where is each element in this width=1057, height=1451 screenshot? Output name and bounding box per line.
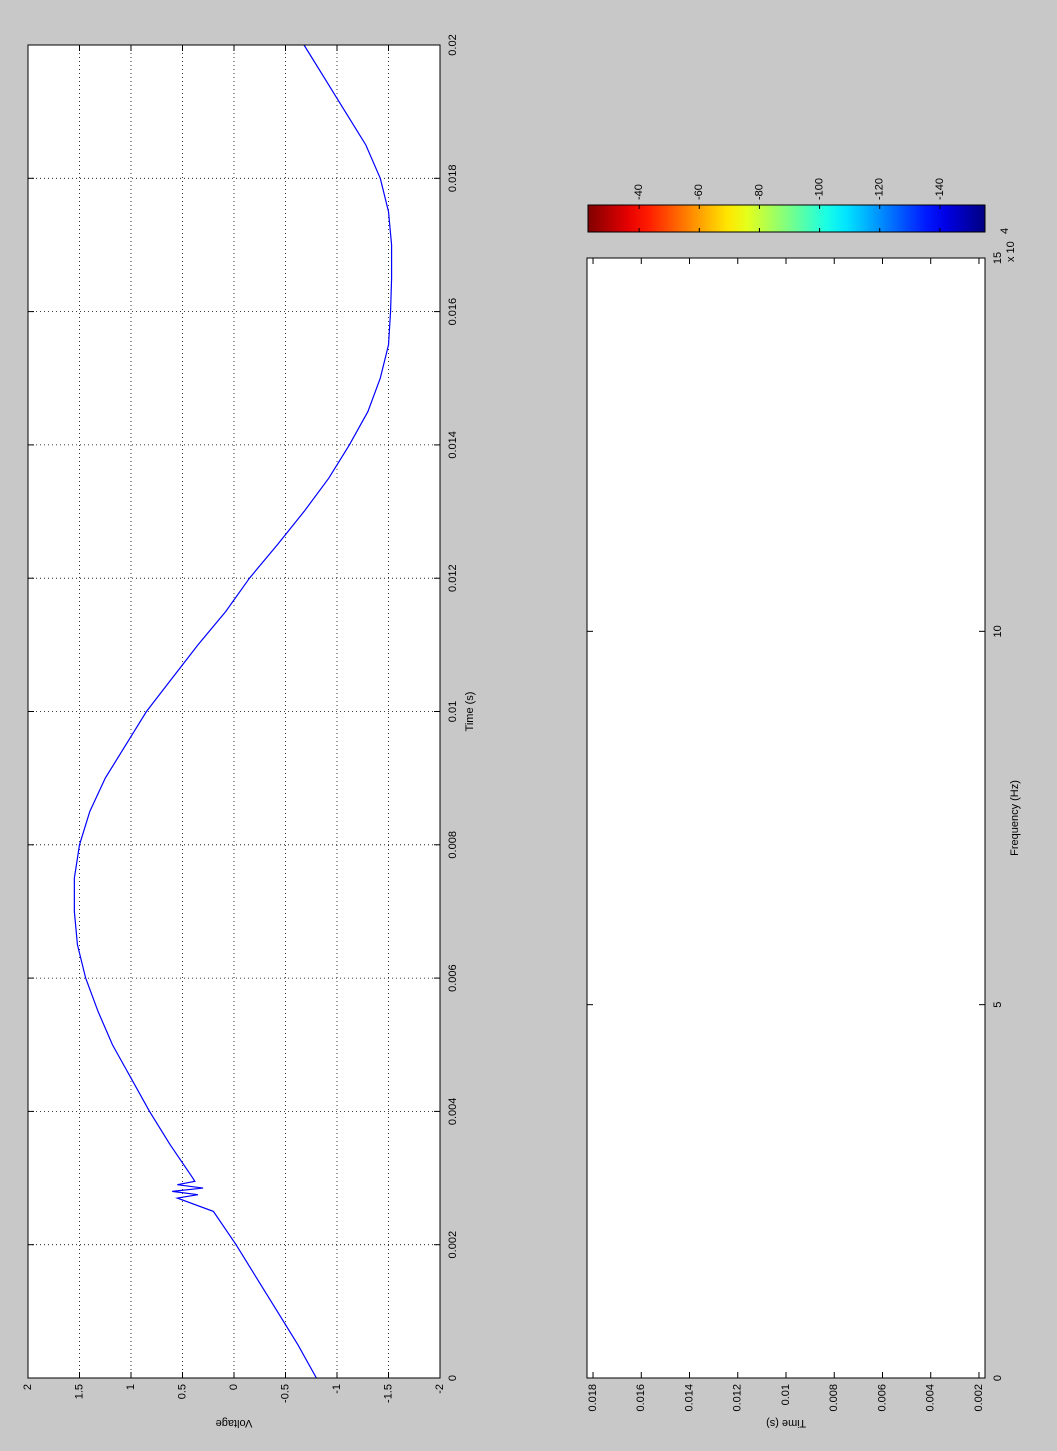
- x-multiplier: x 10: [1005, 241, 1017, 262]
- y-tick-label: 0.018: [587, 1384, 599, 1412]
- colorbar-tick-label: -100: [813, 178, 825, 200]
- rotated-figure: 00.0020.0040.0060.0080.010.0120.0140.016…: [22, 34, 1021, 1429]
- y-tick-label: 0.004: [925, 1384, 937, 1412]
- y-tick-label: -0.5: [279, 1384, 291, 1403]
- plot-area: [28, 45, 440, 1378]
- y-tick-label: -1.5: [382, 1384, 394, 1403]
- colorbar-tick-label: -60: [693, 184, 705, 200]
- x-tick-label: 0.016: [447, 298, 459, 326]
- colorbar-tick-label: -140: [934, 178, 946, 200]
- x-tick-label: 0: [447, 1375, 459, 1381]
- x-tick-label: 5: [992, 1002, 1004, 1008]
- y-axis-label: Time (s): [766, 1417, 806, 1429]
- x-tick-label: 0: [992, 1375, 1004, 1381]
- plot-area: [587, 258, 985, 1378]
- colorbar-tick-label: -120: [874, 178, 886, 200]
- y-tick-label: 0.002: [973, 1384, 985, 1412]
- y-tick-label: -2: [434, 1384, 446, 1394]
- plot-frame: [27, 44, 441, 1379]
- y-tick-label: 0.006: [876, 1384, 888, 1412]
- y-tick-label: 0.5: [176, 1384, 188, 1399]
- y-tick-label: 1.5: [73, 1384, 85, 1399]
- x-tick-label: 0.004: [447, 1098, 459, 1126]
- x-multiplier-exp: 4: [999, 228, 1011, 234]
- y-tick-label: 0.016: [635, 1384, 647, 1412]
- y-tick-label: 2: [22, 1384, 34, 1390]
- colorbar: [587, 204, 986, 233]
- y-tick-label: 0.012: [732, 1384, 744, 1412]
- x-axis-label: Time (s): [464, 692, 476, 732]
- plot-frame: [586, 257, 986, 1379]
- x-tick-label: 0.002: [447, 1231, 459, 1259]
- x-tick-label: 0.008: [447, 831, 459, 859]
- y-tick-label: 0.014: [683, 1384, 695, 1412]
- x-tick-label: 0.006: [447, 964, 459, 992]
- x-tick-label: 0.01: [447, 701, 459, 722]
- x-tick-label: 0.018: [447, 165, 459, 193]
- colorbar-tick-label: -40: [633, 184, 645, 200]
- x-tick-label: 0.02: [447, 34, 459, 55]
- y-tick-label: -1: [331, 1384, 343, 1394]
- y-axis-label: Voltage: [216, 1417, 253, 1429]
- y-tick-label: 0.008: [828, 1384, 840, 1412]
- y-tick-label: 1: [125, 1384, 137, 1390]
- x-tick-label: 0.014: [447, 431, 459, 459]
- x-tick-label: 0.012: [447, 564, 459, 592]
- x-tick-label: 10: [992, 625, 1004, 637]
- x-axis-label: Frequency (Hz): [1009, 780, 1021, 856]
- colorbar-tick-label: -80: [753, 184, 765, 200]
- y-tick-label: 0: [228, 1384, 240, 1390]
- x-tick-label: 15: [992, 252, 1004, 264]
- y-tick-label: 0.01: [780, 1384, 792, 1405]
- data-line: [73, 44, 393, 1379]
